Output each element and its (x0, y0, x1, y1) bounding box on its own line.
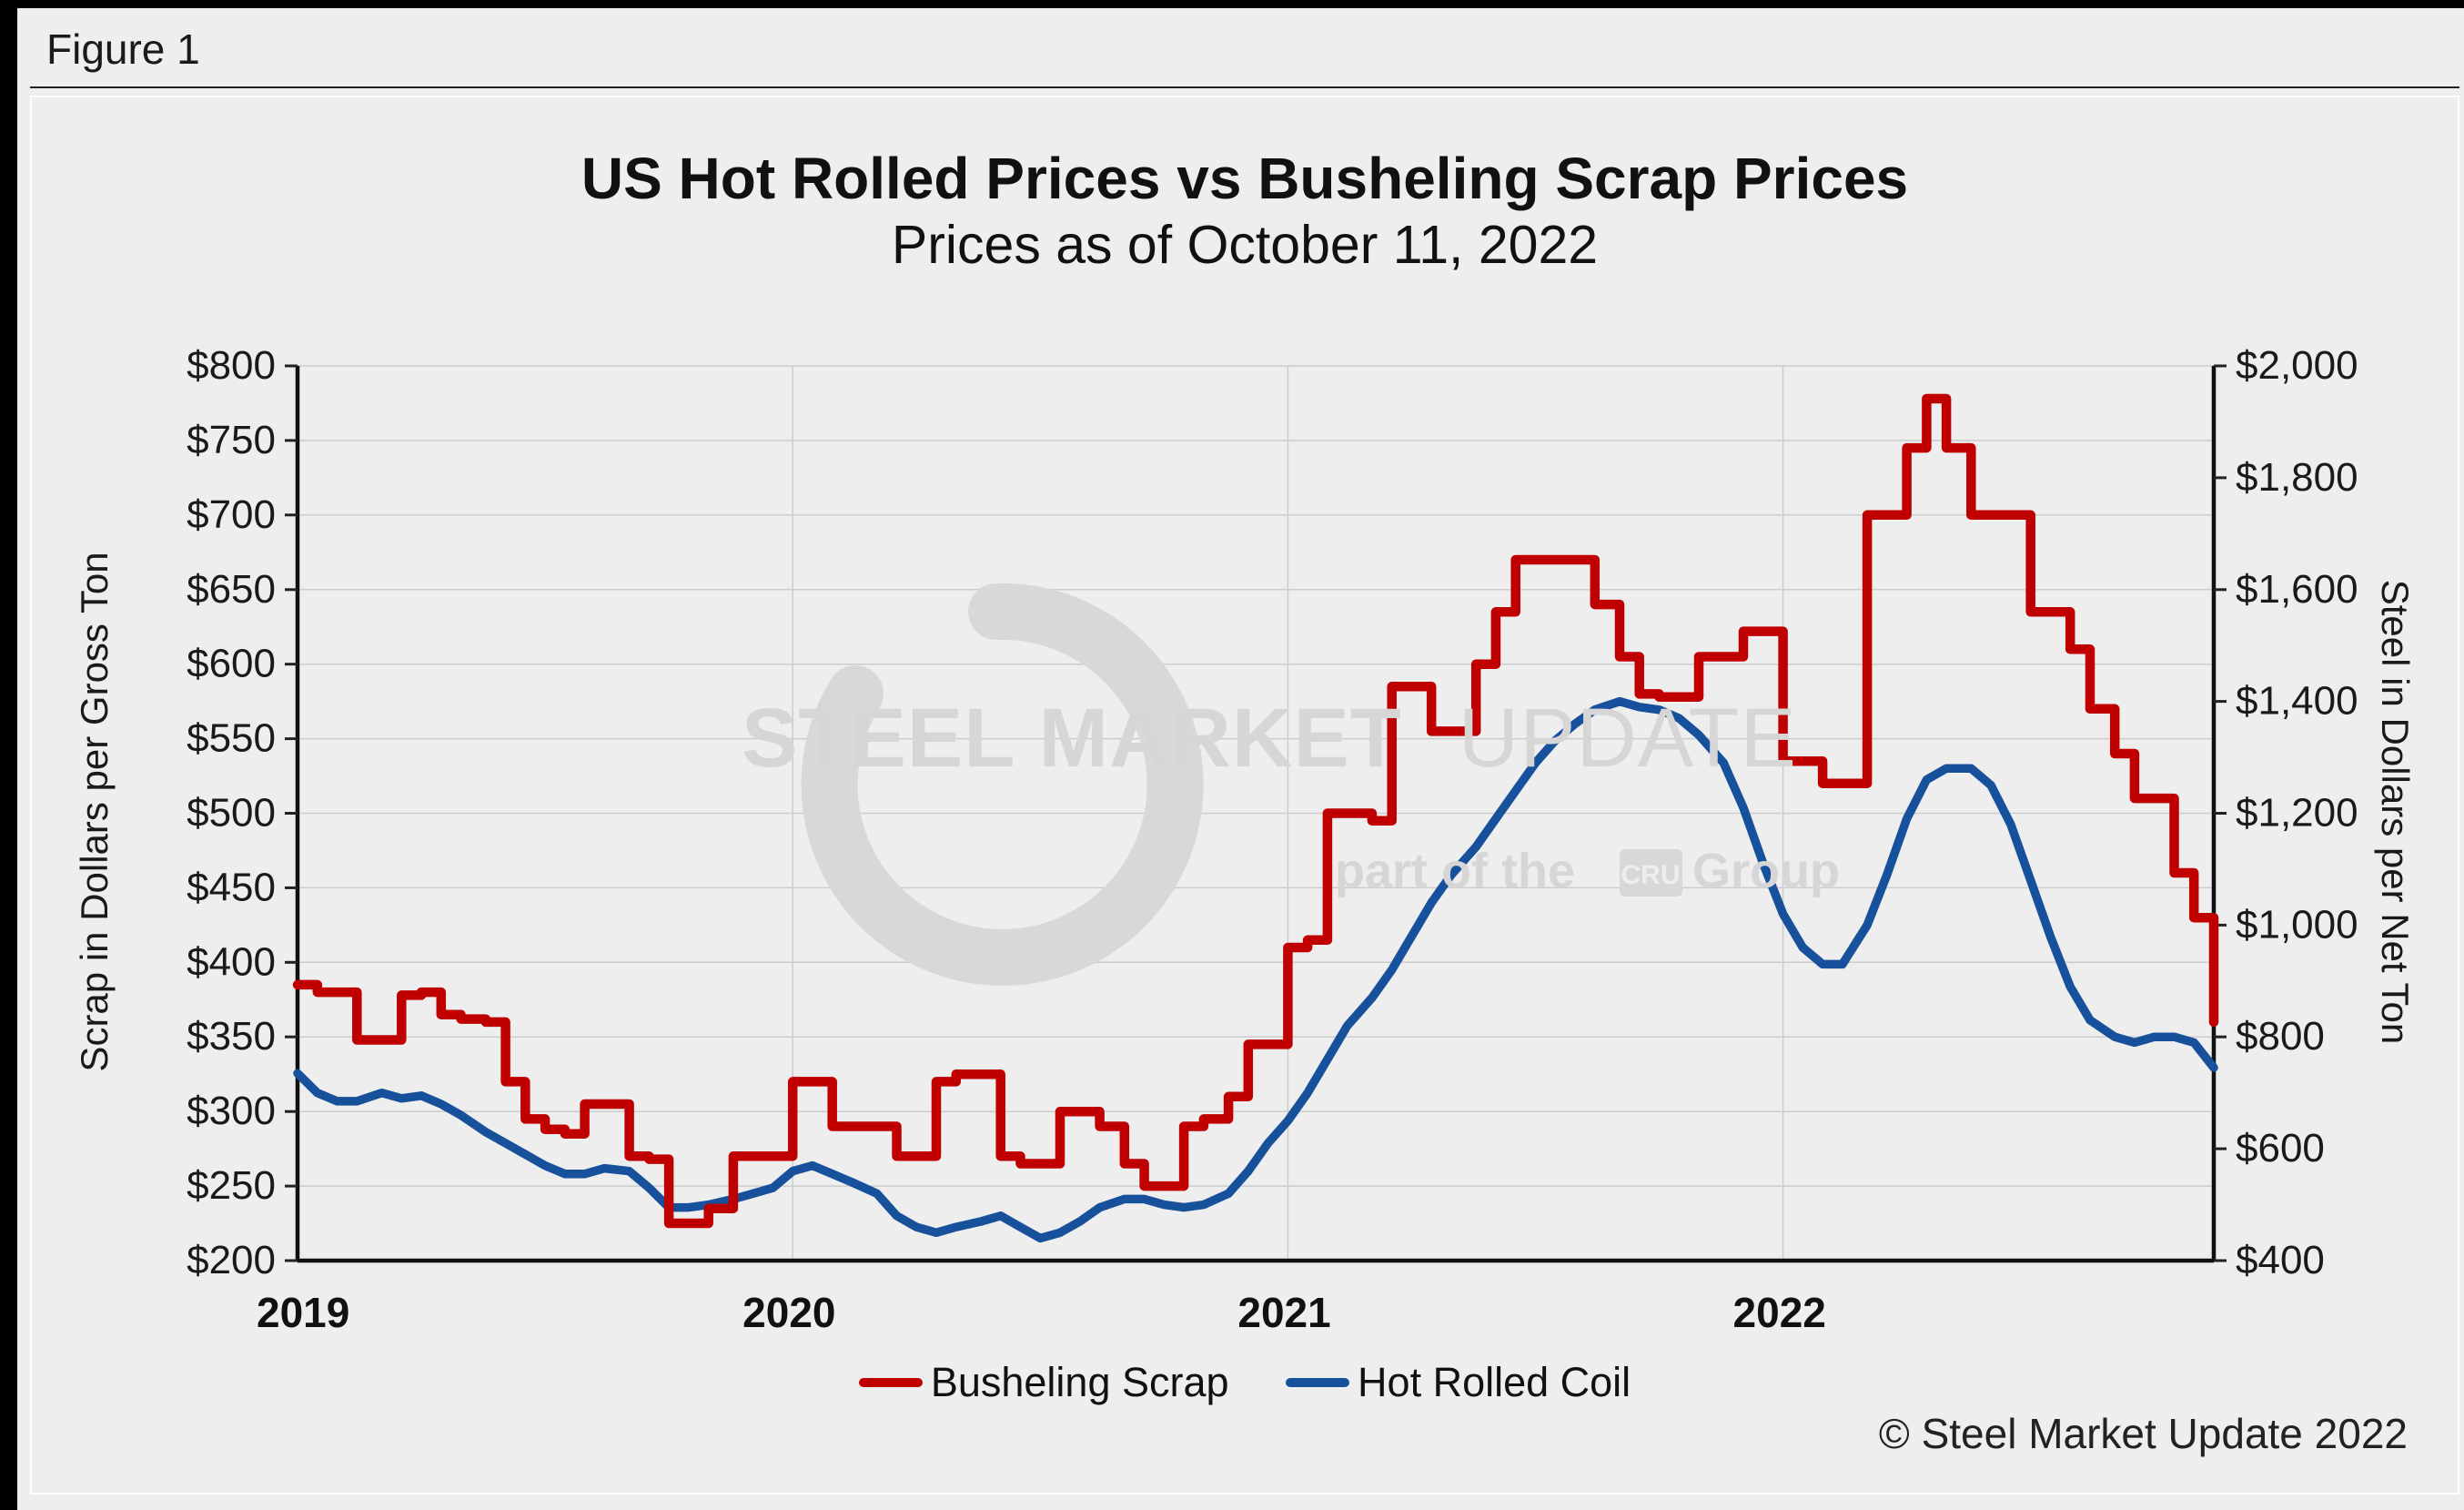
svg-text:$350: $350 (187, 1014, 276, 1059)
svg-text:$1,800: $1,800 (2236, 455, 2358, 500)
svg-text:$1,600: $1,600 (2236, 567, 2358, 612)
svg-text:$1,400: $1,400 (2236, 679, 2358, 724)
svg-text:$800: $800 (2236, 1014, 2325, 1059)
svg-text:$250: $250 (187, 1163, 276, 1208)
svg-text:$550: $550 (187, 716, 276, 761)
svg-text:$600: $600 (2236, 1126, 2325, 1171)
svg-text:$2,000: $2,000 (2236, 343, 2358, 388)
svg-text:$700: $700 (187, 492, 276, 537)
svg-text:$200: $200 (187, 1238, 276, 1282)
svg-text:$500: $500 (187, 791, 276, 836)
svg-text:$1,000: $1,000 (2236, 902, 2358, 947)
svg-text:$750: $750 (187, 418, 276, 462)
svg-text:$400: $400 (2236, 1238, 2325, 1282)
svg-text:$450: $450 (187, 865, 276, 909)
svg-text:$1,200: $1,200 (2236, 791, 2358, 836)
svg-text:$300: $300 (187, 1089, 276, 1133)
svg-text:$800: $800 (187, 343, 276, 388)
svg-text:$400: $400 (187, 939, 276, 984)
svg-text:$600: $600 (187, 642, 276, 686)
svg-text:$650: $650 (187, 567, 276, 612)
